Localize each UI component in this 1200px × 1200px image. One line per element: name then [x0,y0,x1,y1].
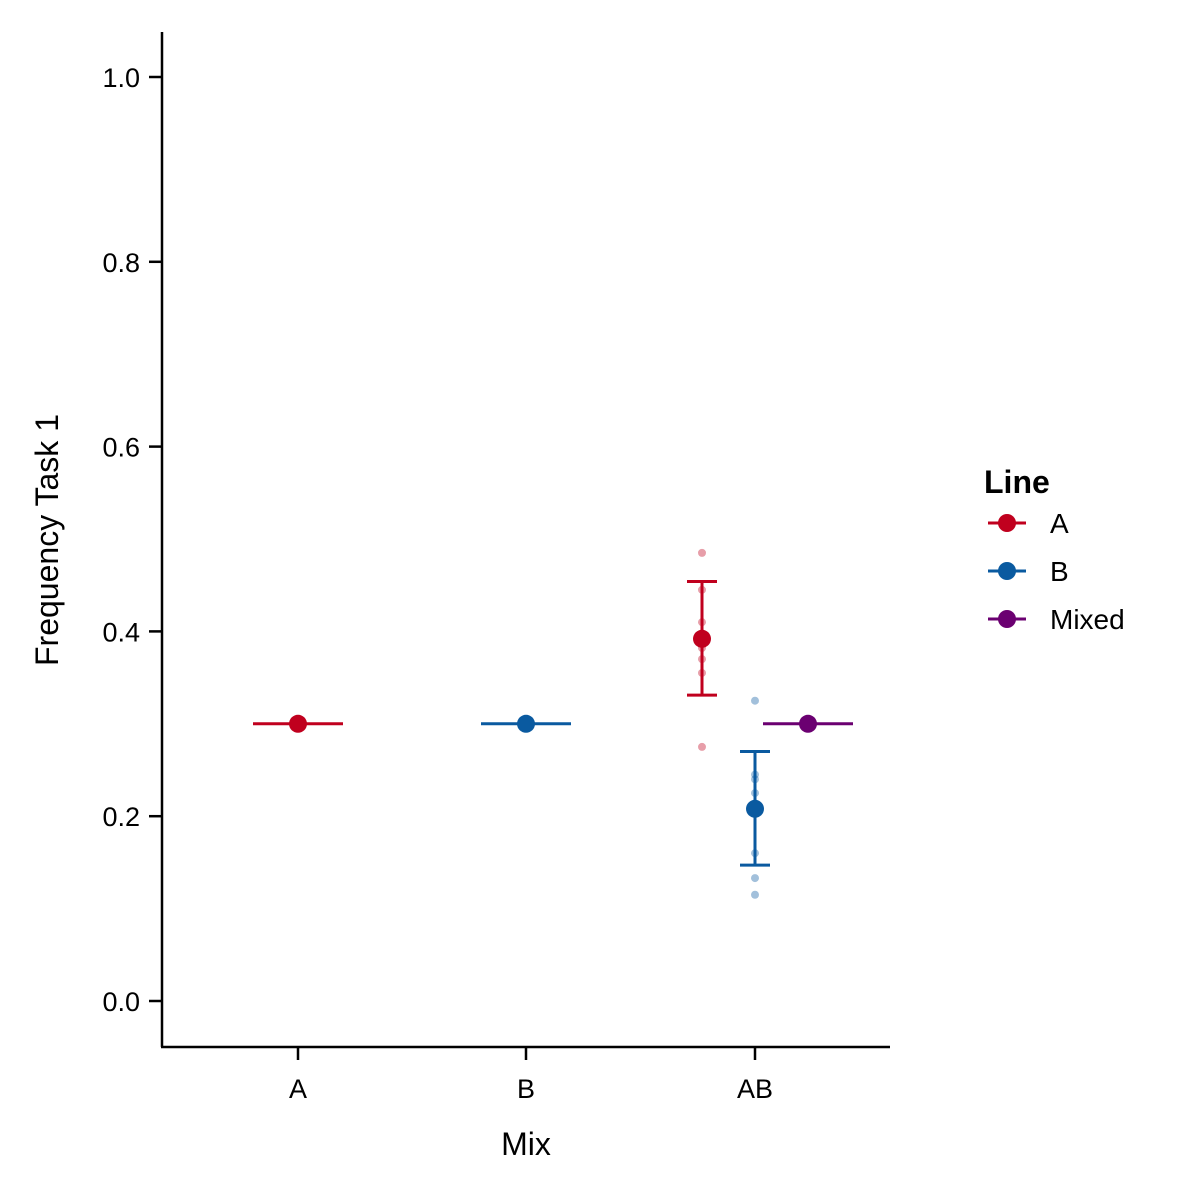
legend-key-point-b [998,562,1016,580]
legend: Line AB Mixed [984,464,1125,635]
y-tick-label: 0.4 [102,617,140,647]
legend-key-point-mixed [998,610,1016,628]
y-tick-label: 0.2 [102,802,140,832]
y-tick-label: 0.0 [102,987,140,1017]
y-tick-label: 1.0 [102,63,140,93]
mean-point-b [517,714,535,733]
y-axis-ticks: 0.0 0.2 0.4 0.6 0.8 1.0 [102,63,162,1017]
mean-point-mixed [799,714,817,733]
mean-point-a [289,714,307,733]
legend-label: A [1050,508,1069,539]
raw-point-b [751,696,759,705]
raw-point-b [751,890,759,899]
axes [160,32,890,1049]
legend-key-point-a [998,514,1016,532]
legend-label: Mixed [1050,604,1125,635]
y-axis-title: Frequency Task 1 [29,414,65,666]
plot-marks [253,548,853,899]
legend-label: B [1050,556,1069,587]
x-tick-label: A [289,1074,307,1104]
y-tick-label: 0.8 [102,248,140,278]
x-axis-title: Mix [501,1126,551,1162]
raw-point-a [698,548,706,557]
mean-point-b [746,799,764,818]
raw-point-a [698,742,706,751]
y-tick-label: 0.6 [102,433,140,463]
x-tick-label: B [517,1074,535,1104]
x-axis-ticks: A B AB [289,1047,773,1104]
mean-point-a [693,629,711,648]
raw-point-b [751,874,759,883]
legend-title: Line [984,464,1050,500]
x-tick-label: AB [737,1074,773,1104]
